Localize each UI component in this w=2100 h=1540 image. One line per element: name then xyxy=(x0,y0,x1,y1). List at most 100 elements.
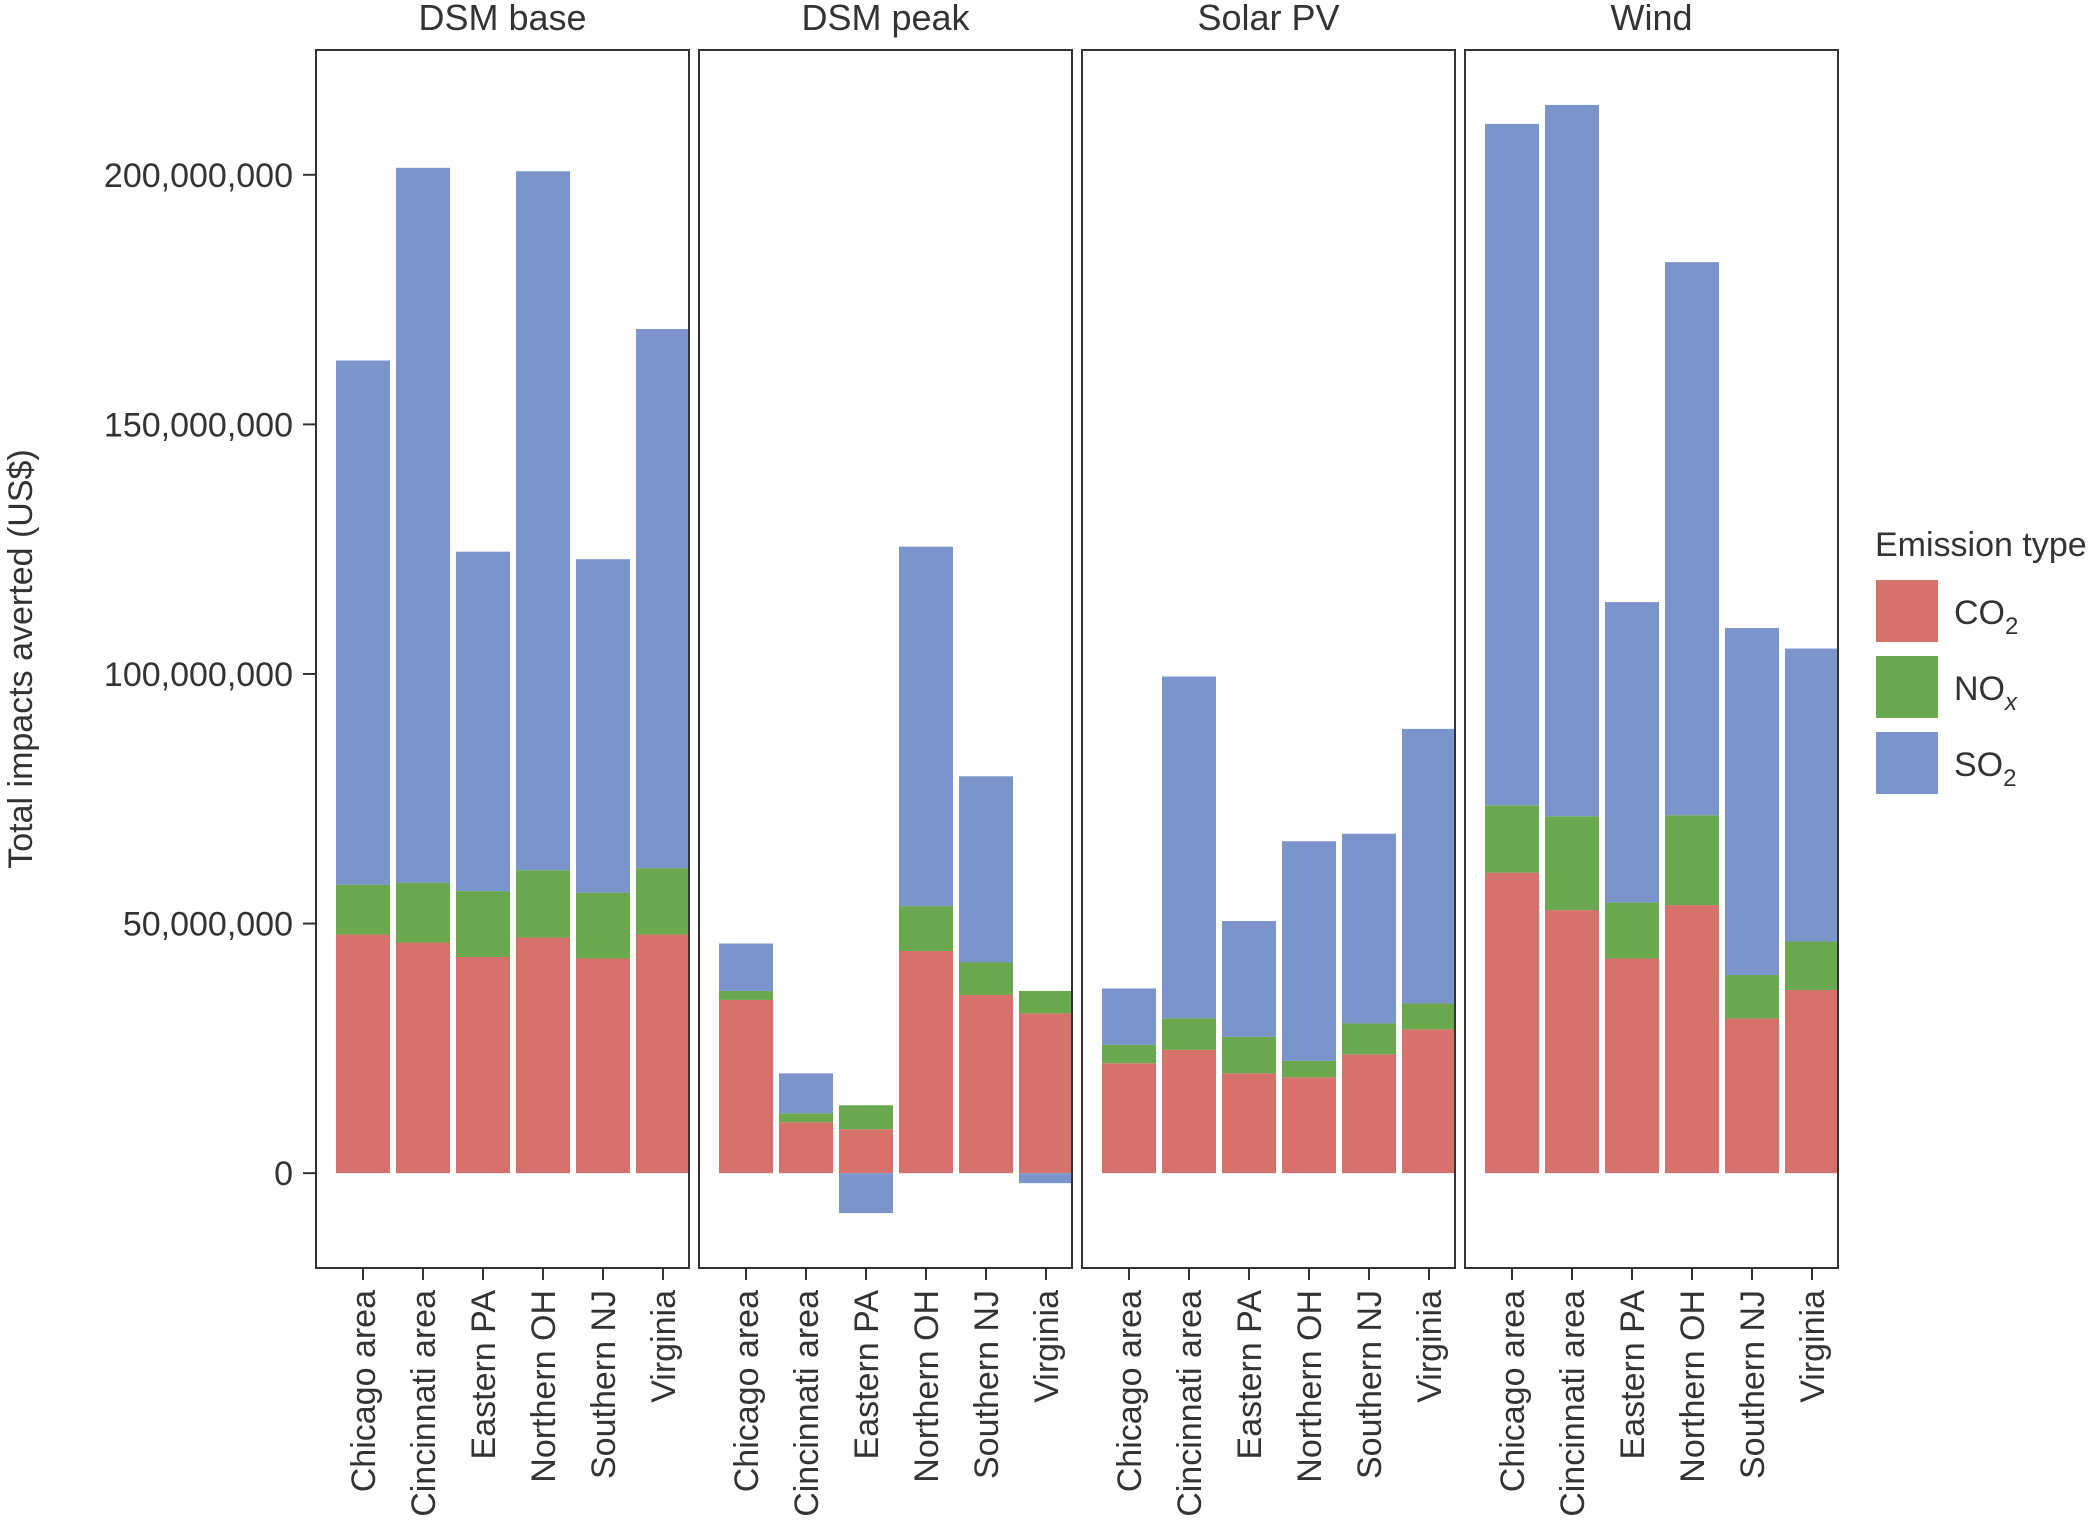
bar-segment-so2 xyxy=(1485,123,1539,806)
bar-segment-co2 xyxy=(1222,1073,1276,1174)
facet-panel: DSM peak Chicago area Cincinnati area Easte… xyxy=(698,0,1073,1517)
bar-segment-nox xyxy=(1102,1044,1156,1064)
bar-segment-so2 xyxy=(1282,841,1336,1061)
legend-label-base: CO xyxy=(1954,594,2005,632)
bar-segment-nox xyxy=(1282,1060,1336,1078)
bar-segment-co2 xyxy=(516,937,570,1174)
bar-segment-co2 xyxy=(1102,1063,1156,1174)
bar-segment-nox xyxy=(1545,816,1599,911)
x-category-label: Chicago area xyxy=(345,1290,383,1492)
bar-segment-so2 xyxy=(1665,262,1719,816)
bar-segment-nox xyxy=(1785,941,1839,990)
y-tick-label: 50,000,000 xyxy=(123,906,293,944)
bar-segment-so2 xyxy=(1545,104,1599,817)
panel-border xyxy=(315,49,690,1269)
x-category-label: Virginia xyxy=(1794,1290,1832,1403)
bar-segment-co2 xyxy=(1605,958,1659,1174)
y-tick-label: 200,000,000 xyxy=(104,157,293,195)
bar-segment-co2 xyxy=(959,994,1013,1174)
bar-segment-so2 xyxy=(839,1173,893,1214)
panel-border xyxy=(1464,49,1839,1269)
bar-segment-nox xyxy=(899,906,953,952)
legend-label-subscript: x xyxy=(2004,689,2018,716)
legend-key-nox xyxy=(1876,656,1938,718)
facet-strip-label: DSM peak xyxy=(801,0,970,38)
bar-segment-co2 xyxy=(1785,989,1839,1174)
bar-segment-so2 xyxy=(636,329,690,869)
bar-segment-nox xyxy=(1402,1003,1456,1030)
bar-segment-nox xyxy=(516,870,570,938)
bar-segment-so2 xyxy=(516,171,570,871)
bar-segment-nox xyxy=(456,891,510,958)
y-axis-title: Total impacts averted (US$) xyxy=(2,449,40,869)
facet-strip-label: Wind xyxy=(1610,0,1692,38)
bar-segment-nox xyxy=(1222,1036,1276,1074)
bar-segment-nox xyxy=(1665,815,1719,906)
y-tick-label: 100,000,000 xyxy=(104,656,293,694)
x-category-label: Virginia xyxy=(1411,1290,1449,1403)
bar-segment-co2 xyxy=(336,934,390,1174)
legend-key-so2 xyxy=(1876,732,1938,794)
bar-segment-nox xyxy=(719,990,773,1000)
legend-label-subscript: 2 xyxy=(2003,765,2016,792)
facet-panel: DSM base Chicago area Cincinnati area Easte… xyxy=(315,0,690,1517)
bar-segment-nox xyxy=(336,884,390,935)
legend-title: Emission type xyxy=(1875,526,2087,564)
bar-segment-nox xyxy=(839,1105,893,1130)
facet-panel: Solar PV Chicago area Cincinnati area Easte… xyxy=(1081,0,1456,1517)
x-category-label: Eastern PA xyxy=(465,1290,503,1460)
x-category-label: Northern OH xyxy=(908,1290,946,1483)
bar-segment-co2 xyxy=(779,1122,833,1174)
bar-segment-co2 xyxy=(1282,1077,1336,1174)
bar-segment-so2 xyxy=(336,360,390,885)
bar-segment-co2 xyxy=(899,951,953,1174)
legend-label-co2: CO2 xyxy=(1954,594,2018,640)
y-tick-label: 150,000,000 xyxy=(104,406,293,444)
legend-label-base: NO xyxy=(1954,670,2005,708)
bar-segment-nox xyxy=(1725,974,1779,1019)
bar-segment-co2 xyxy=(1485,872,1539,1174)
y-tick-label: 0 xyxy=(274,1155,293,1193)
bar-segment-so2 xyxy=(1342,833,1396,1024)
panel-border xyxy=(1081,49,1456,1269)
x-category-label: Northern OH xyxy=(525,1290,563,1483)
legend-label-base: SO xyxy=(1954,746,2003,784)
bar-segment-co2 xyxy=(1665,905,1719,1174)
bar-segment-so2 xyxy=(456,551,510,892)
bar-segment-co2 xyxy=(1162,1049,1216,1174)
x-category-label: Virginia xyxy=(645,1290,683,1403)
x-category-label: Cincinnati area xyxy=(405,1290,443,1517)
x-category-label: Northern OH xyxy=(1291,1290,1329,1483)
facet-strip-label: Solar PV xyxy=(1197,0,1339,38)
legend-label-nox: NOx xyxy=(1954,670,2018,716)
bar-segment-so2 xyxy=(1605,602,1659,903)
x-category-label: Southern NJ xyxy=(1734,1290,1772,1479)
x-category-label: Eastern PA xyxy=(1614,1290,1652,1460)
x-category-label: Southern NJ xyxy=(968,1290,1006,1479)
bar-segment-so2 xyxy=(396,167,450,883)
legend-key-co2 xyxy=(1876,580,1938,642)
bar-segment-so2 xyxy=(1019,1173,1073,1184)
bar-segment-co2 xyxy=(456,957,510,1174)
bar-segment-co2 xyxy=(1019,1013,1073,1174)
x-category-label: Northern OH xyxy=(1674,1290,1712,1483)
bar-segment-co2 xyxy=(1342,1054,1396,1174)
bar-segment-nox xyxy=(1019,990,1073,1014)
bar-segment-so2 xyxy=(1785,648,1839,942)
bar-segment-nox xyxy=(1342,1023,1396,1055)
bar-segment-nox xyxy=(1485,805,1539,873)
x-category-label: Eastern PA xyxy=(848,1290,886,1460)
x-category-label: Southern NJ xyxy=(1351,1290,1389,1479)
x-category-label: Chicago area xyxy=(1111,1290,1149,1492)
bar-segment-so2 xyxy=(899,546,953,907)
facet-panel: Wind Chicago area Cincinnati area Eastern P… xyxy=(1464,0,1839,1517)
bar-segment-co2 xyxy=(1545,910,1599,1174)
panel-border xyxy=(698,49,1073,1269)
legend-label-subscript: 2 xyxy=(2005,613,2018,640)
bar-segment-co2 xyxy=(1725,1018,1779,1174)
bar-segment-so2 xyxy=(779,1073,833,1114)
bar-segment-co2 xyxy=(636,934,690,1174)
